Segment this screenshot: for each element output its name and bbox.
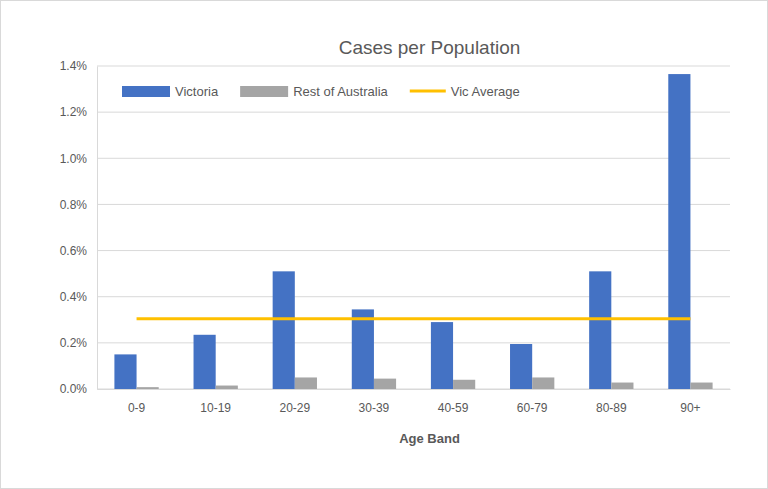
bar — [114, 354, 136, 389]
chart-border — [1, 1, 768, 489]
bar — [374, 379, 396, 389]
grid-line — [97, 66, 730, 67]
legend-label: Rest of Australia — [293, 84, 388, 99]
x-tick-label: 20-29 — [279, 401, 310, 415]
bar — [611, 383, 633, 389]
bar — [352, 309, 374, 389]
bar — [216, 386, 238, 389]
x-tick: 30-39 — [359, 389, 390, 415]
y-tick-label: 1.2% — [60, 105, 88, 119]
legend-item: Victoria — [122, 84, 219, 99]
x-tick-label: 90+ — [680, 401, 700, 415]
bar — [295, 377, 317, 389]
grid-line — [97, 204, 730, 205]
y-tick: 1.0% — [60, 152, 97, 166]
line — [137, 317, 691, 320]
bar — [137, 387, 159, 389]
chart: 0.0% 0.2% 0.4% 0.6% 0.8% 1.0% 1.2% 1.4% 0-9 10-19… — [0, 0, 768, 489]
bar — [273, 271, 295, 389]
title: Cases per Population — [339, 37, 521, 58]
legend-swatch — [122, 86, 170, 97]
y-tick-label: 0.2% — [60, 336, 88, 350]
bar — [589, 271, 611, 389]
legend-item: Rest of Australia — [240, 84, 388, 99]
y-tick-label: 0.0% — [60, 382, 88, 396]
x-tick: 90+ — [680, 389, 700, 415]
legend: Victoria Rest of Australia Vic Average — [122, 84, 520, 99]
grid-line — [97, 342, 730, 343]
y-tick: 0.0% — [60, 382, 97, 396]
bar — [194, 335, 216, 389]
legend-swatch — [410, 90, 446, 93]
grid-line — [97, 389, 730, 390]
y-tick: 1.4% — [60, 59, 97, 73]
bar — [510, 344, 532, 389]
grid — [97, 66, 730, 389]
x-tick-label: 30-39 — [359, 401, 390, 415]
grid-line — [97, 112, 730, 113]
bar — [690, 383, 712, 389]
bar — [532, 377, 554, 389]
bar — [668, 74, 690, 389]
x-tick-label: 10-19 — [200, 401, 231, 415]
grid-line — [97, 158, 730, 159]
y-tick-label: 0.4% — [60, 290, 88, 304]
grid-line — [97, 296, 730, 297]
y-axis-line — [97, 67, 98, 390]
legend-label: Vic Average — [451, 84, 520, 99]
x-tick: 20-29 — [279, 389, 310, 415]
y-tick: 0.4% — [60, 290, 97, 304]
x-tick: 10-19 — [200, 389, 231, 415]
y-tick-label: 0.8% — [60, 198, 88, 212]
x-tick-label: 0-9 — [128, 401, 146, 415]
y-tick-label: 1.0% — [60, 152, 88, 166]
y-axis: 0.0% 0.2% 0.4% 0.6% 0.8% 1.0% 1.2% 1.4% — [60, 59, 98, 396]
legend-swatch — [240, 86, 288, 97]
y-tick: 1.2% — [60, 105, 97, 119]
y-tick: 0.8% — [60, 198, 97, 212]
bar — [453, 380, 475, 389]
x-tick-label: 60-79 — [517, 401, 548, 415]
x-tick-label: 40-59 — [438, 401, 469, 415]
legend-label: Victoria — [175, 84, 219, 99]
x-tick: 40-59 — [438, 389, 469, 415]
x-tick: 60-79 — [517, 389, 548, 415]
y-tick-label: 1.4% — [60, 59, 88, 73]
x-axis-line — [98, 389, 731, 390]
bar — [431, 322, 453, 389]
y-tick-label: 0.6% — [60, 244, 88, 258]
y-tick: 0.6% — [60, 244, 97, 258]
plot-area — [114, 74, 712, 389]
x-axis-title: Age Band — [399, 431, 460, 446]
x-tick-label: 80-89 — [596, 401, 627, 415]
x-tick: 80-89 — [596, 389, 627, 415]
x-axis: 0-9 10-19 20-29 30-39 40-59 60-79 80-89 90+ — [98, 389, 731, 415]
y-tick: 0.2% — [60, 336, 97, 350]
x-tick: 0-9 — [128, 389, 146, 415]
legend-item: Vic Average — [410, 84, 520, 99]
grid-line — [97, 250, 730, 251]
